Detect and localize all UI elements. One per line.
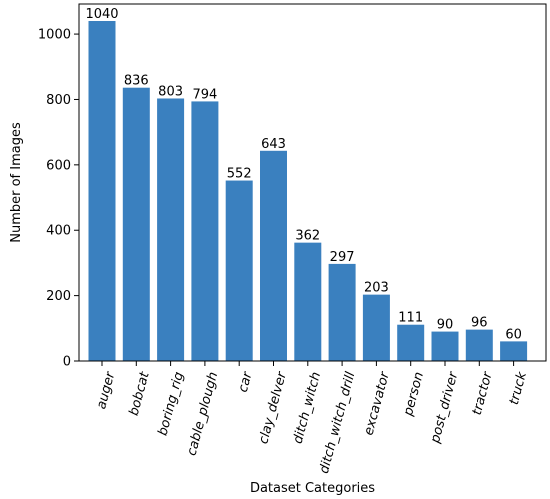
bar-excavator — [362, 294, 390, 361]
y-tick-label: 400 — [46, 224, 71, 239]
y-ticks-layer: 0 200 400 600 800 1000 — [38, 28, 79, 370]
bar-person — [397, 324, 425, 361]
bar-post_driver — [431, 331, 459, 361]
data-label-tractor: 96 — [471, 316, 488, 331]
data-label-boring_rig: 803 — [158, 84, 183, 99]
y-tick-label: 0 — [63, 355, 71, 370]
data-label-truck: 60 — [505, 327, 522, 342]
x-tick-label-clay_delver: clay_delver — [256, 369, 290, 446]
plot-frame — [78, 3, 547, 362]
axes-layer — [78, 3, 547, 362]
x-tick-label-bobcat: bobcat — [127, 370, 153, 418]
x-tick-label-cable_plough: cable_plough — [185, 370, 222, 457]
x-tick-label-post_driver: post_driver — [428, 369, 462, 446]
bar-ditch_witch — [294, 242, 322, 361]
data-label-auger: 1040 — [85, 7, 118, 22]
data-label-cable_plough: 794 — [192, 87, 217, 102]
bars-layer — [88, 21, 528, 362]
bar-tractor — [465, 329, 493, 361]
x-tick-label-car: car — [236, 369, 256, 394]
y-tick-label: 1000 — [38, 28, 71, 43]
y-tick-label: 800 — [46, 93, 71, 108]
data-label-ditch_witch: 362 — [295, 229, 320, 244]
bar-ditch_witch_drill — [328, 263, 356, 361]
data-label-ditch_witch_drill: 297 — [330, 250, 355, 265]
data-label-car: 552 — [227, 167, 252, 182]
x-tick-label-ditch_witch_drill: ditch_witch_drill — [317, 370, 359, 475]
data-label-clay_delver: 643 — [261, 137, 286, 152]
x-tick-label-auger: auger — [94, 369, 119, 411]
x-tick-label-boring_rig: boring_rig — [156, 370, 187, 437]
bar-clay_delver — [260, 150, 287, 361]
bar-truck — [500, 341, 528, 361]
data-labels-layer: 1040 836 803 794 552 643 362 297 203 111 90 96 60 — [85, 7, 521, 342]
data-label-excavator: 203 — [364, 281, 389, 296]
data-label-post_driver: 90 — [437, 318, 454, 333]
x-tick-label-person: person — [401, 370, 427, 418]
x-tick-label-ditch_witch: ditch_witch — [291, 370, 325, 445]
x-tick-label-truck: truck — [507, 370, 530, 407]
y-axis-title: Number of Images — [9, 122, 24, 243]
x-tick-label-tractor: tractor — [470, 369, 496, 417]
bar-auger — [88, 21, 116, 361]
bar-bobcat — [122, 87, 150, 361]
data-label-person: 111 — [398, 311, 423, 326]
x-axis-title: Dataset Categories — [250, 481, 375, 496]
x-tick-label-excavator: excavator — [361, 369, 393, 437]
bar-car — [225, 180, 253, 361]
data-label-bobcat: 836 — [124, 74, 149, 89]
bar-boring_rig — [157, 98, 185, 361]
y-tick-label: 600 — [46, 158, 71, 173]
bar-cable_plough — [191, 101, 219, 362]
y-tick-label: 200 — [46, 289, 71, 304]
